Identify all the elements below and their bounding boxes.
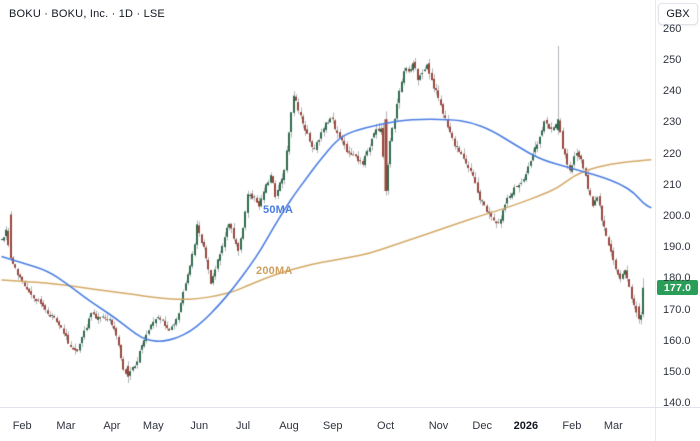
time-axis[interactable]: Feb Mar Apr May Jun Jul Aug Sep Oct Nov Dec 2026 Feb… — [0, 408, 656, 441]
x-axis-tick: Dec — [472, 420, 492, 432]
price-axis-border — [655, 0, 656, 441]
x-axis-tick: Sep — [322, 420, 343, 432]
ma50-label: 50MA — [263, 204, 294, 216]
x-axis-tick: Jun — [190, 420, 209, 432]
x-axis-tick: Feb — [12, 420, 32, 432]
x-axis-tick: Apr — [103, 420, 121, 432]
price-chart-canvas[interactable] — [0, 0, 655, 407]
y-axis-tick: 250 — [663, 53, 682, 66]
y-axis-tick: 150.0 — [663, 366, 691, 379]
y-axis-tick: 140.0 — [663, 397, 691, 410]
x-axis-tick: May — [142, 420, 164, 432]
x-axis-tick: Jul — [235, 420, 251, 432]
x-axis-tick: Oct — [377, 420, 395, 432]
x-axis-tick: Mar — [603, 420, 623, 432]
y-axis-tick: 260 — [663, 22, 682, 35]
x-axis-tick: Nov — [428, 420, 449, 432]
ma200-label: 200MA — [256, 265, 293, 277]
y-axis-tick: 180.0 — [663, 272, 691, 285]
y-axis-tick: 170.0 — [663, 303, 691, 316]
y-axis-tick: 160.0 — [663, 334, 691, 347]
x-axis-tick: Mar — [56, 420, 76, 432]
x-axis-tick: Aug — [279, 420, 299, 432]
y-axis-tick: 200.0 — [663, 209, 691, 222]
x-axis-tick: 2026 — [513, 420, 539, 432]
currency-button[interactable]: GBX — [658, 3, 698, 25]
x-axis-tick: Feb — [562, 420, 582, 432]
y-axis-tick: 190.0 — [663, 241, 691, 254]
y-axis-tick: 240 — [663, 85, 682, 98]
last-price-badge: 177.0 — [657, 280, 698, 296]
y-axis-tick: 230 — [663, 116, 682, 129]
y-axis-tick: 220 — [663, 147, 682, 160]
symbol-title[interactable]: BOKU · BOKU, Inc. · 1D · LSE — [9, 8, 165, 20]
y-axis-tick: 210 — [663, 178, 682, 191]
time-axis-border — [0, 407, 700, 408]
price-axis[interactable]: GBX 177.0 260 250 240 230 220 210 200.0 190.0 18… — [656, 0, 700, 410]
